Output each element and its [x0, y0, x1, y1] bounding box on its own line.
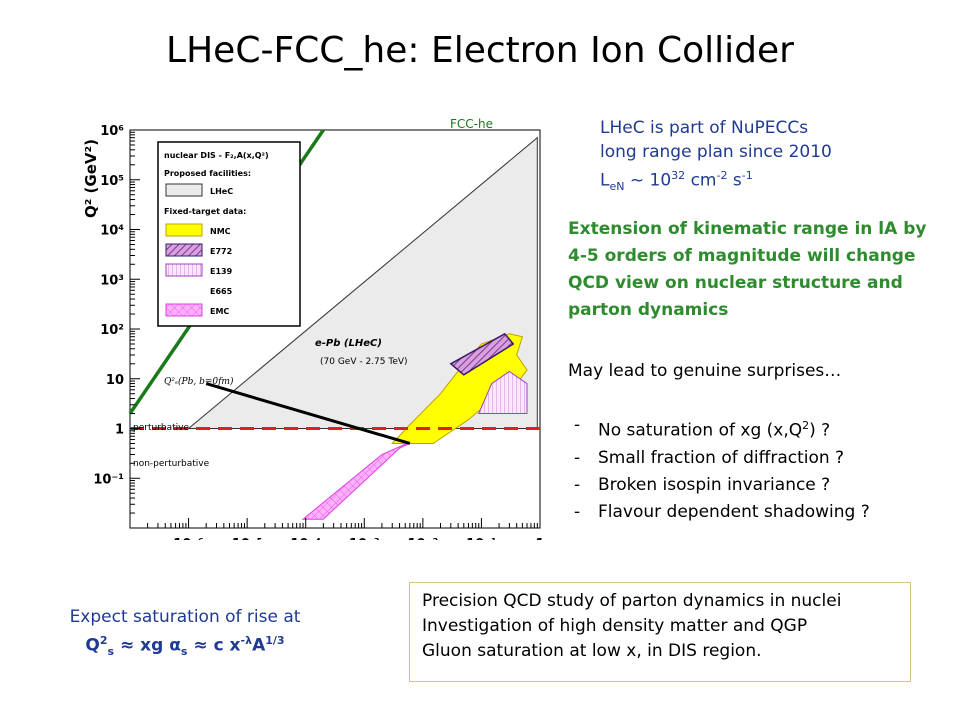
legend-label-e139: E139: [210, 267, 233, 276]
summary-box: Precision QCD study of parton dynamics i…: [409, 582, 911, 682]
x-tick-label: 10⁻¹: [466, 537, 497, 540]
legend-label-emc: EMC: [210, 307, 229, 316]
saturation-formula: Q2s ≈ xg αs ≈ c x-λA1/3: [85, 634, 285, 659]
legend-swatch-e772: [165, 243, 203, 257]
luminosity: LeN ~ 1032 cm-2 s-1: [600, 169, 753, 194]
info-line1: LHeC is part of NuPECCs: [600, 118, 809, 138]
legend-swatch-nmc: [165, 223, 203, 237]
info-block: LHeC is part of NuPECCs long range plan …: [600, 116, 832, 199]
y-tick-label: 10²: [100, 323, 124, 338]
x-tick-label: 10⁻⁵: [232, 537, 263, 540]
summary-line: Precision QCD study of parton dynamics i…: [422, 591, 842, 611]
y-axis-label: Q² (GeV²): [82, 139, 100, 218]
legend-title: nuclear DIS - F₂,A(x,Q²): [164, 151, 269, 160]
y-tick-label: 10: [106, 373, 124, 388]
non-perturbative-label: non-perturbative: [133, 459, 210, 469]
expect-line1: Expect saturation of rise at: [69, 607, 301, 627]
saturation-label: Q²ₛ(Pb, b=0fm): [164, 376, 234, 387]
list-item: Flavour dependent shadowing ?: [568, 499, 948, 526]
kinematic-chart: 10⁻⁶ 10⁻⁵ 10⁻⁴ 10⁻³ 10⁻² 10⁻¹ 1 10⁻¹ 1 10 10² 10³ 10…: [82, 117, 556, 540]
list-item: No saturation of xg (x,Q2) ?: [568, 412, 948, 445]
saturation-line: [205, 382, 411, 445]
fcc-he-label: FCC-he: [450, 117, 493, 131]
y-tick-label: 1: [115, 423, 124, 438]
y-tick-label: 10⁻¹: [93, 472, 124, 487]
legend-group-proposed: Proposed facilities:: [164, 169, 251, 178]
y-tick-label: 10⁶: [100, 124, 124, 139]
nmc-region: [391, 333, 528, 444]
lhec-sublabel: (70 GeV - 2.75 TeV): [320, 357, 408, 367]
surprises-list: No saturation of xg (x,Q2) ? Small fract…: [568, 412, 948, 526]
legend-swatch-e139: [165, 263, 203, 277]
legend-label-lhec: LHeC: [210, 187, 233, 196]
y-tick-label: 10⁵: [100, 174, 124, 189]
legend-swatch-emc: [165, 303, 203, 317]
e772-region: [449, 332, 515, 376]
y-tick-label: 10³: [100, 273, 124, 288]
x-tick-label: 1: [535, 537, 544, 540]
info-line2: long range plan since 2010: [600, 142, 832, 162]
list-item: Small fraction of diffraction ?: [568, 445, 948, 472]
x-tick-label: 10⁻⁴: [290, 537, 321, 540]
x-tick-label: 10⁻⁶: [173, 537, 204, 540]
legend-label-e772: E772: [210, 247, 232, 256]
legend-swatch-lhec: [165, 183, 203, 197]
e139-region: [477, 370, 528, 414]
x-axis-label: x: [544, 534, 556, 540]
y-tick-label: 10⁴: [100, 224, 124, 239]
surprises-intro: May lead to genuine surprises…: [568, 361, 842, 381]
x-tick-label: 10⁻³: [349, 537, 380, 540]
extension-text: Extension of kinematic range in lA by 4-…: [568, 219, 927, 320]
slide-title: LHeC-FCC_he: Electron Ion Collider: [166, 30, 794, 71]
saturation-expectation: Expect saturation of rise at Q2s ≈ xg αs…: [20, 605, 350, 664]
legend-label-nmc: NMC: [210, 227, 231, 236]
perturbative-label: perturbative: [133, 423, 189, 433]
list-item: Broken isospin invariance ?: [568, 472, 948, 499]
legend-group-fixed: Fixed-target data:: [164, 207, 246, 216]
x-tick-label: 10⁻²: [408, 537, 439, 540]
summary-line: Gluon saturation at low x, in DIS region…: [422, 641, 762, 661]
lhec-label: e-Pb (LHeC): [315, 338, 382, 349]
surprises-block: May lead to genuine surprises… No satura…: [568, 358, 948, 526]
legend-label-e665: E665: [210, 287, 233, 296]
summary-line: Investigation of high density matter and…: [422, 616, 808, 636]
